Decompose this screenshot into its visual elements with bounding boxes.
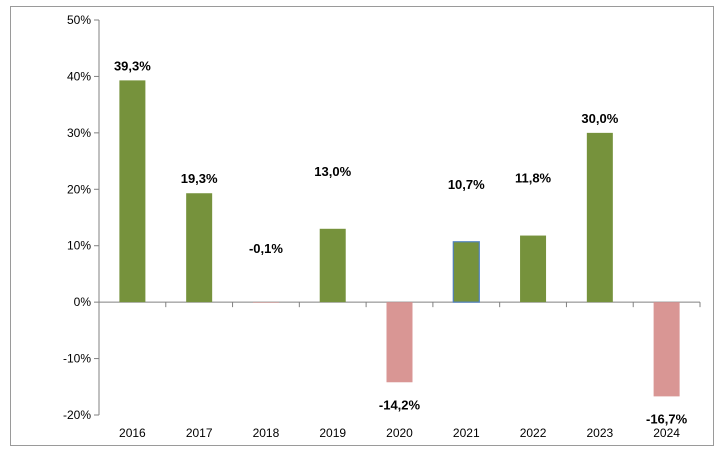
data-label-2021: 10,7% [448, 177, 485, 192]
x-tick-label-2016: 2016 [119, 426, 146, 440]
bar-2017 [186, 193, 213, 303]
y-tick-label: 10% [67, 239, 91, 253]
x-tick-label-2021: 2021 [453, 426, 480, 440]
x-tick-label-2017: 2017 [186, 426, 213, 440]
data-label-2022: 11,8% [515, 171, 552, 186]
y-tick-label: -20% [63, 408, 91, 422]
bar-2018 [252, 302, 279, 303]
data-label-2023: 30,0% [581, 111, 618, 126]
data-label-2024: -16,7% [646, 411, 688, 426]
x-tick-label-2024: 2024 [653, 426, 680, 440]
bar-2023 [586, 132, 613, 303]
y-tick-label: 40% [67, 69, 91, 83]
x-tick-label-2022: 2022 [520, 426, 547, 440]
data-label-2019: 13,0% [314, 164, 351, 179]
bar-2016 [119, 80, 146, 303]
y-tick-label: -10% [63, 352, 91, 366]
x-tick-label-2019: 2019 [319, 426, 346, 440]
bar-2022 [520, 235, 547, 303]
bar-2020 [386, 302, 413, 383]
bars-layer [119, 80, 680, 397]
y-tick-label: 30% [67, 126, 91, 140]
y-tick-label: 50% [67, 13, 91, 27]
data-label-2016: 39,3% [114, 58, 151, 73]
bar-2024 [653, 302, 680, 397]
y-tick-label: 0% [74, 295, 92, 309]
bar-2019 [319, 228, 346, 303]
x-tick-label-2020: 2020 [386, 426, 413, 440]
data-label-2017: 19,3% [181, 171, 218, 186]
data-label-2020: -14,2% [379, 397, 421, 412]
x-tick-label-2018: 2018 [253, 426, 280, 440]
x-tick-label-2023: 2023 [586, 426, 613, 440]
y-tick-label: 20% [67, 182, 91, 196]
labels-layer: 2016 39,3% 2017 19,3% 2018 -0,1% 2019 13,0% 2020… [114, 58, 688, 440]
bar-2021 [452, 241, 480, 303]
data-label-2018: -0,1% [249, 241, 283, 256]
